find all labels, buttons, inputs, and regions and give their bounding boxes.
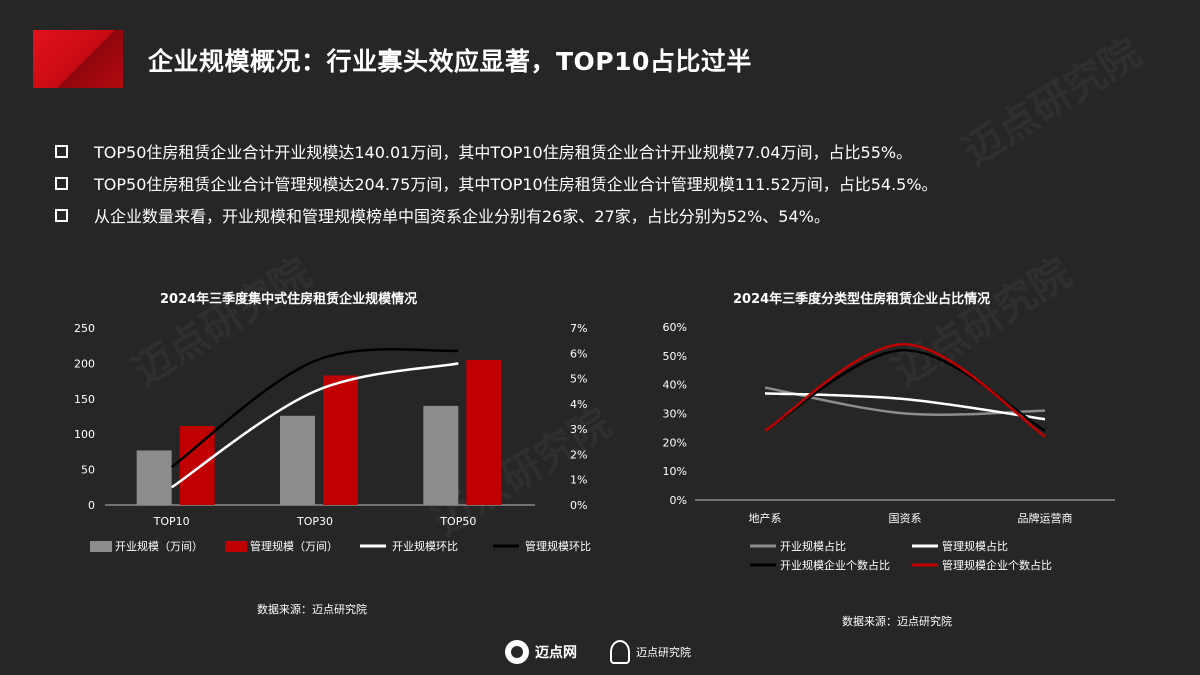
legend-label: 管理规模占比 [942,539,1008,553]
academy-logo-icon [610,640,630,664]
y-tick-label: 0% [670,494,687,507]
x-tick-label: 品牌运营商 [1018,511,1073,525]
legend-label: 管理规模环比 [525,539,591,553]
legend-swatch [225,541,247,552]
y-tick-label: 10% [663,465,687,478]
bullet-square-icon [55,144,68,158]
y-left-tick-label: 250 [74,322,95,335]
y-right-tick-label: 7% [570,322,587,335]
series-line [170,362,459,489]
y-tick-label: 50% [663,350,687,363]
bar [280,415,315,505]
y-tick-label: 30% [663,408,687,421]
page-title: 企业规模概况：行业寡头效应显著，TOP10占比过半 [148,47,752,76]
scale-bar-chart: 0 50 100 150 200 250 0% 1% 2% 3% 4% 5% 6% 7% TOP10 TOP3… [74,322,591,553]
bullet-square-icon [55,208,68,222]
bar [179,426,215,505]
legend-label: 管理规模（万间） [250,539,338,553]
left-chart-title: 2024年三季度集中式住房租赁企业规模情况 [160,292,418,307]
bullet-item: 从企业数量来看，开业规模和管理规模榜单中国资系企业分别有26家、27家，占比分别… [55,199,938,231]
series-line [170,347,459,469]
y-left-tick-label: 50 [81,464,95,477]
y-left-tick-label: 200 [74,357,95,370]
footer-brand-name: 迈点网 [535,645,577,661]
y-right-tick-label: 2% [570,448,587,461]
legend-label: 开业规模占比 [780,539,846,553]
x-tick-label: TOP30 [296,515,333,528]
footer-brand-2: 迈点研究院 [610,640,691,664]
bullet-item: TOP50住房租赁企业合计管理规模达204.75万间，其中TOP10住房租赁企业… [55,167,938,199]
bullet-square-icon [55,176,68,190]
series-line [764,392,1046,421]
legend-label: 开业规模企业个数占比 [780,558,890,572]
footer-brand-name: 迈点研究院 [636,646,691,659]
legend-label: 管理规模企业个数占比 [942,558,1052,572]
x-tick-label: 地产系 [749,511,782,525]
series-line [764,348,1046,432]
right-chart-title: 2024年三季度分类型住房租赁企业占比情况 [733,292,991,307]
y-right-tick-label: 4% [570,398,587,411]
footer-brand-1: 迈点网 [505,640,577,664]
y-left-tick-label: 150 [74,393,95,406]
legend-swatch [90,541,112,552]
x-tick-label: TOP50 [439,515,476,528]
y-right-tick-label: 0% [570,499,587,512]
y-right-tick-label: 6% [570,347,587,360]
bar [136,450,172,505]
legend-label: 开业规模（万间） [115,539,203,553]
y-tick-label: 40% [663,379,687,392]
title-accent-block [33,30,123,88]
y-left-tick-label: 0 [88,499,95,512]
y-right-tick-label: 5% [570,373,587,386]
bar [423,405,459,505]
right-data-source: 数据来源：迈点研究院 [842,615,952,628]
bar [466,360,502,505]
bullet-item: TOP50住房租赁企业合计开业规模达140.01万间，其中TOP10住房租赁企业… [55,135,938,167]
eye-logo-icon [505,640,529,664]
series-line [764,343,1046,438]
y-left-tick-label: 100 [74,428,95,441]
bullet-text: TOP50住房租赁企业合计开业规模达140.01万间，其中TOP10住房租赁企业… [94,143,913,162]
y-tick-label: 20% [663,436,687,449]
x-tick-label: 国资系 [889,512,922,525]
bar [323,375,358,505]
y-right-tick-label: 1% [570,474,587,487]
bullet-list: TOP50住房租赁企业合计开业规模达140.01万间，其中TOP10住房租赁企业… [55,135,938,231]
x-tick-label: TOP10 [153,515,190,528]
bullet-text: TOP50住房租赁企业合计管理规模达204.75万间，其中TOP10住房租赁企业… [94,175,938,194]
y-tick-label: 60% [663,321,687,334]
y-right-tick-label: 3% [570,423,587,436]
bullet-text: 从企业数量来看，开业规模和管理规模榜单中国资系企业分别有26家、27家，占比分别… [94,207,830,226]
watermark: 迈点研究院 [950,21,1150,176]
left-data-source: 数据来源：迈点研究院 [257,603,367,616]
legend-label: 开业规模环比 [392,539,458,553]
